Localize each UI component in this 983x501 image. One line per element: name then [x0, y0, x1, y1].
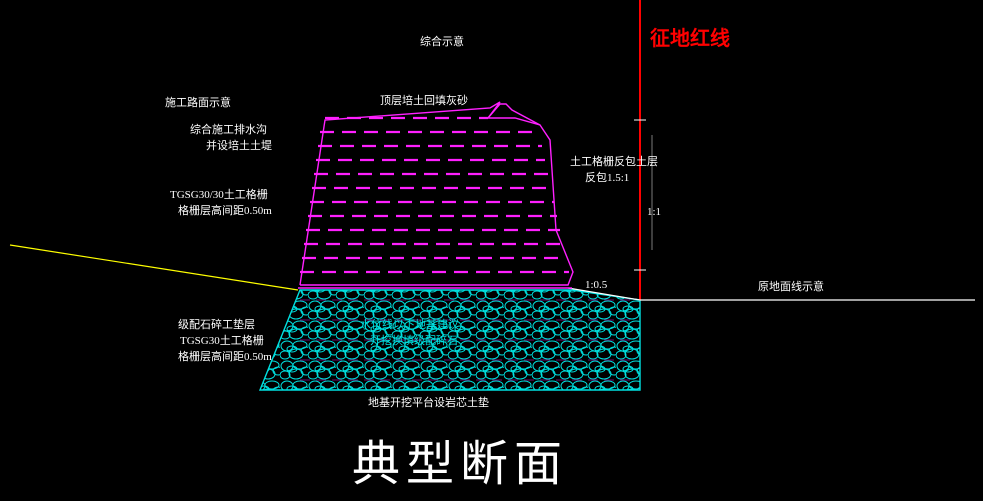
label-left-block3-l2: TGSG30土工格栅	[180, 334, 264, 349]
label-top-center: 综合示意	[420, 35, 464, 50]
label-left-block3-l1: 级配石碎工垫层	[178, 318, 255, 333]
label-red-line: 征地红线	[650, 22, 730, 51]
label-right-far: 原地面线示意	[758, 280, 824, 295]
label-top-right-small: 顶层培土回填灰砂	[380, 94, 468, 109]
label-right-mark: 1:0.5	[585, 278, 607, 293]
label-left-block2-l1: TGSG30/30土工格栅	[170, 188, 268, 203]
label-cyan-l2: 开挖换填级配碎石	[370, 334, 458, 349]
label-left-block2-l2: 格栅层高间距0.50m	[178, 204, 272, 219]
label-bottom-center: 地基开挖平台设岩芯土垫	[368, 396, 489, 411]
label-right-block-l1: 土工格栅反包土层	[570, 155, 658, 170]
label-left-block3-l3: 格栅层高间距0.50m	[178, 350, 272, 365]
label-cyan-l1: 水位线以下地基建议	[360, 318, 459, 333]
label-left-block1-l2: 并设培土土堤	[206, 139, 272, 154]
label-left-block1-l1: 综合施工排水沟	[190, 123, 267, 138]
label-left-upper: 施工路面示意	[165, 96, 231, 111]
label-right-block-l2: 反包1.5:1	[585, 171, 629, 186]
label-right-slope: 1:1	[647, 205, 661, 220]
title: 典型断面	[352, 424, 568, 494]
